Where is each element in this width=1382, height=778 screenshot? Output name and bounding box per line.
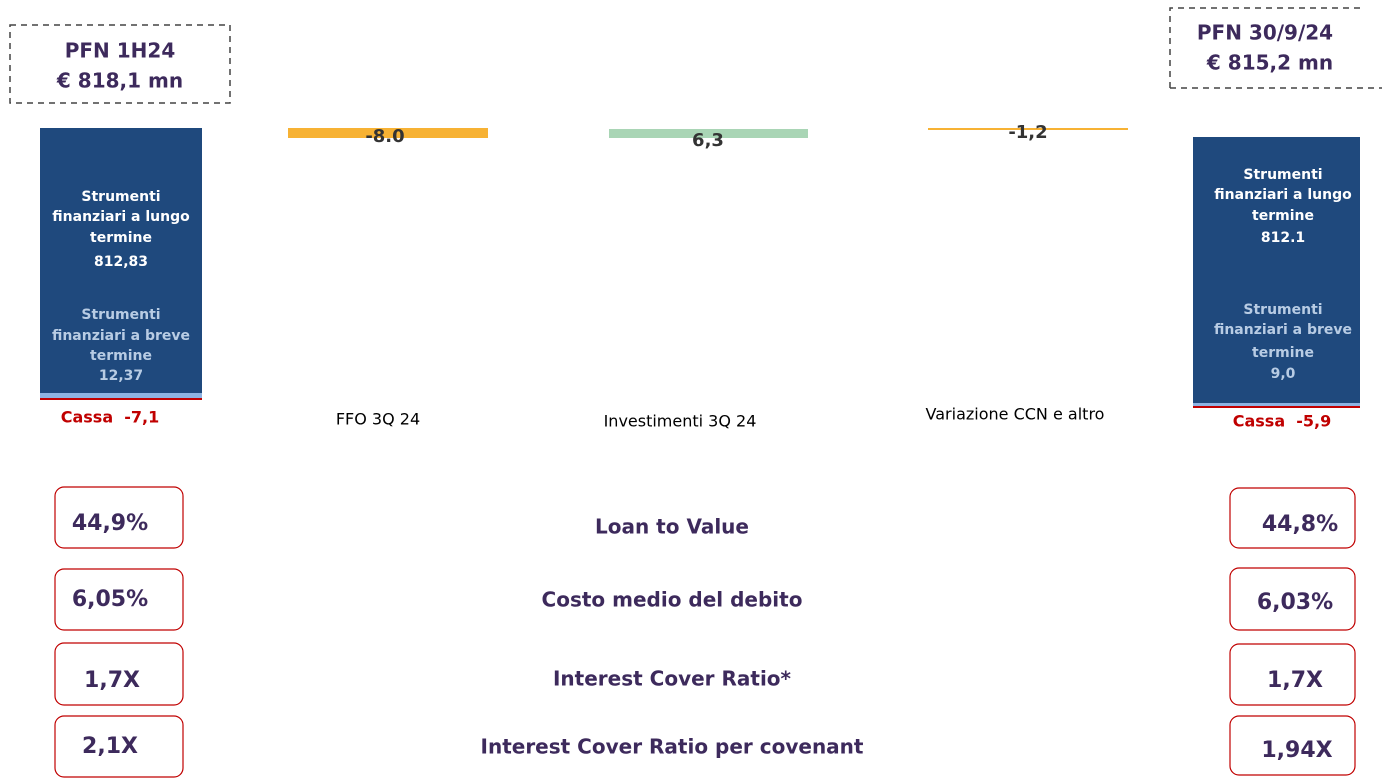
end-long-value: 812.1 [1261,230,1305,246]
end-short-label: Strumenti [1243,302,1322,318]
end-long-label: Strumenti [1243,167,1322,183]
start-cash-strip [40,398,202,400]
kpi-box [1229,487,1356,549]
kpi-after: 6,03% [1257,590,1333,615]
end-cash: Cassa -5,9 [1233,412,1332,431]
kpi-label: Interest Cover Ratio per covenant [481,735,864,759]
start-short-value: 12,37 [99,368,143,384]
step-bar [288,128,488,138]
step-label: Variazione CCN e altro [926,405,1105,424]
end-short-value: 9,0 [1271,366,1296,382]
start-long-label: Strumenti [81,189,160,205]
end-short-label: termine [1252,345,1314,361]
start-title: PFN 1H24 [65,39,176,63]
end-long-label: termine [1252,208,1314,224]
kpi-label: Loan to Value [595,515,749,539]
step-value: -8.0 [365,126,404,147]
kpi-before: 2,1X [82,734,138,759]
end-title: PFN 30/9/24 [1197,21,1333,45]
kpi-box [54,486,184,549]
kpi-box [54,642,184,706]
step-bar [609,129,808,138]
kpi-box [1229,643,1356,706]
step-label: Investimenti 3Q 24 [604,412,757,431]
step-label: FFO 3Q 24 [336,410,420,429]
end-box [1169,7,1382,89]
kpi-label: Interest Cover Ratio* [553,667,792,691]
step-bar [928,128,1128,130]
step-value: 6,3 [692,130,724,151]
end-short-strip [1193,403,1360,406]
kpi-after: 1,94X [1261,738,1332,763]
start-box [9,24,231,104]
kpi-after: 44,8% [1262,512,1338,537]
kpi-before: 1,7X [84,668,140,693]
start-short-label: finanziari a breve [52,328,190,344]
start-long-value: 812,83 [94,254,148,270]
start-amount: € 818,1 mn [56,69,183,93]
start-bar [40,128,202,394]
kpi-box [1229,715,1356,776]
end-bar [1193,137,1360,403]
start-long-label: finanziari a lungo [52,209,190,225]
kpi-box [54,715,184,778]
end-amount: € 815,2 mn [1206,51,1333,75]
start-short-strip [40,393,202,398]
start-short-label: termine [90,348,152,364]
end-cash-strip [1193,406,1360,408]
start-cash: Cassa -7,1 [61,408,160,427]
kpi-box [1229,567,1356,631]
step-value: -1,2 [1008,122,1047,143]
kpi-before: 6,05% [72,587,148,612]
kpi-before: 44,9% [72,511,148,536]
kpi-box [54,568,184,631]
start-long-label: termine [90,230,152,246]
end-long-label: finanziari a lungo [1214,187,1352,203]
start-short-label: Strumenti [81,307,160,323]
kpi-label: Costo medio del debito [542,588,803,612]
kpi-after: 1,7X [1267,668,1323,693]
end-short-label: finanziari a breve [1214,322,1352,338]
